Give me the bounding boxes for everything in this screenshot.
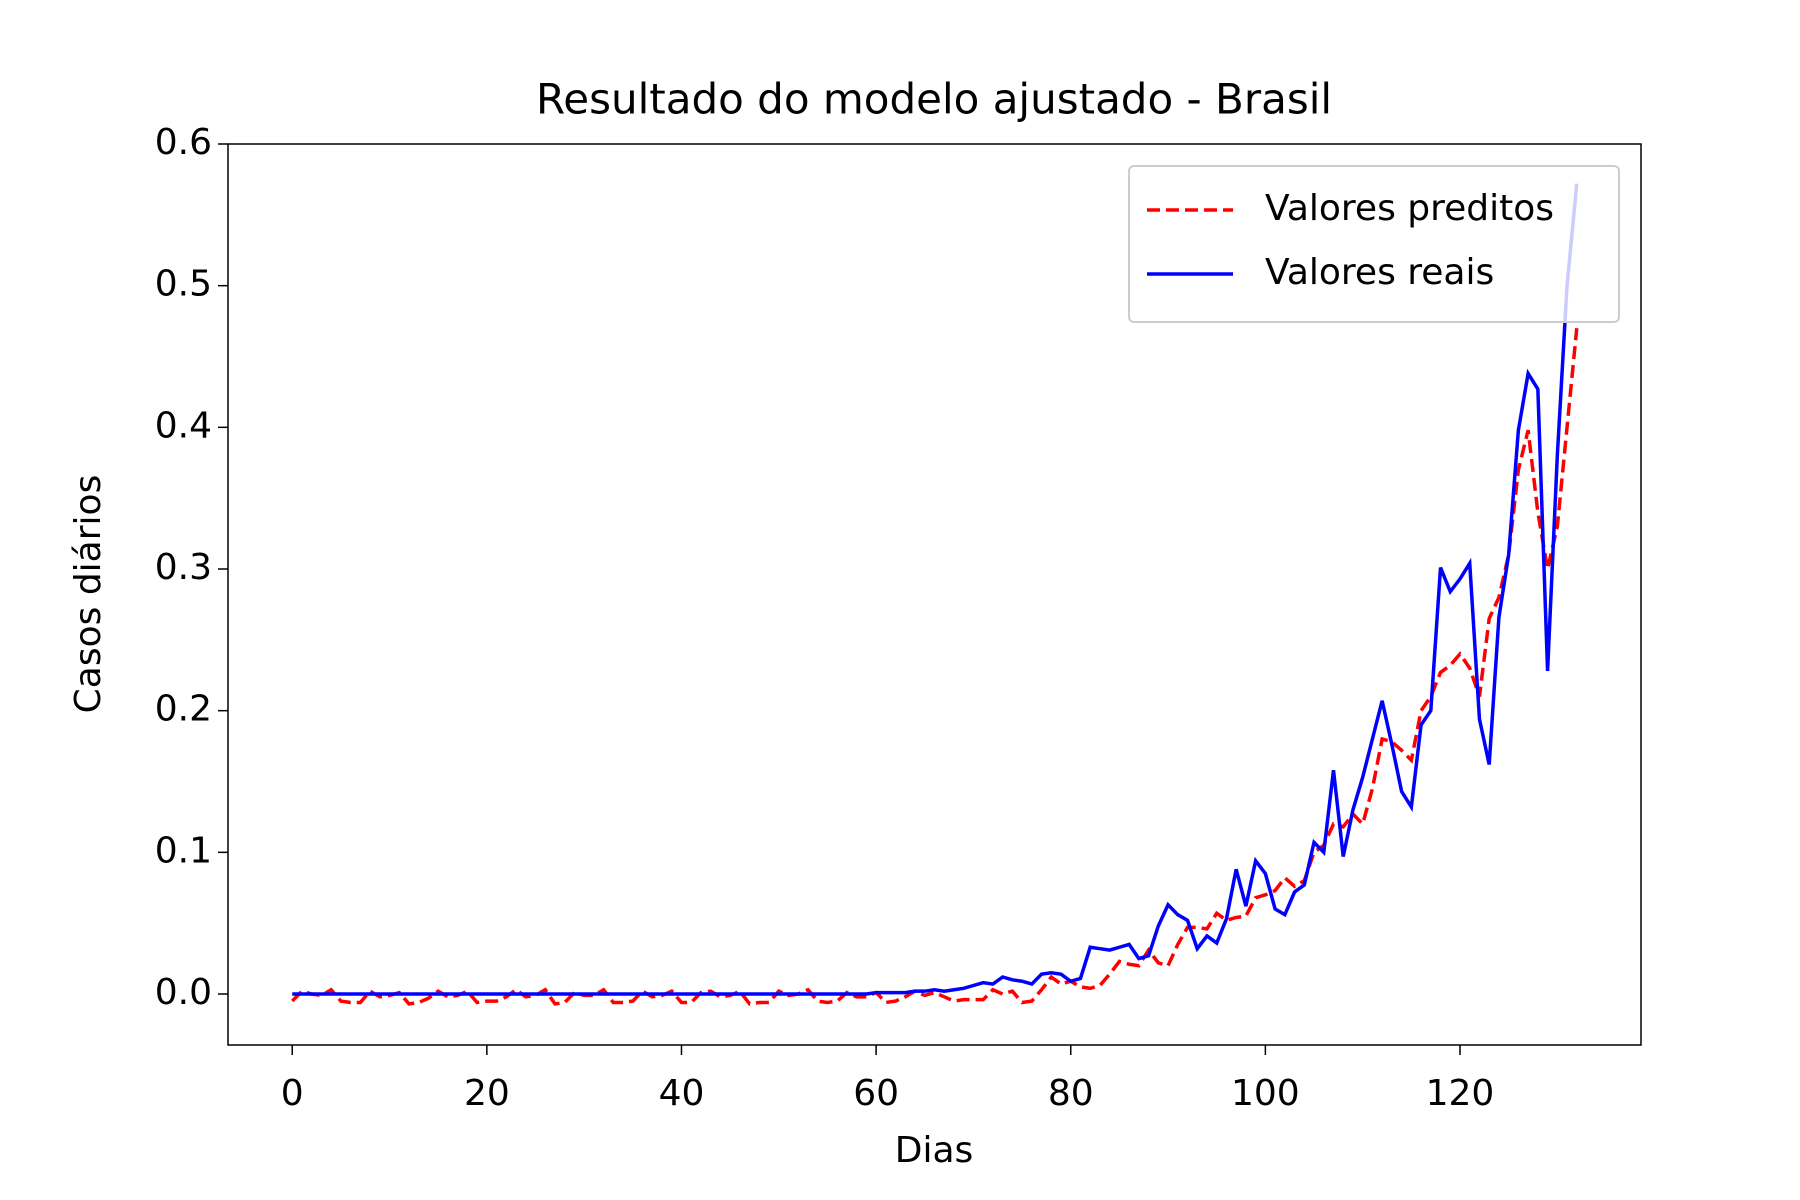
x-axis-label: Dias xyxy=(895,1130,974,1171)
y-tick-label: 0.4 xyxy=(155,405,212,446)
x-tick-label: 40 xyxy=(659,1073,705,1114)
series-line xyxy=(290,327,1579,1006)
x-tick-label: 120 xyxy=(1426,1073,1495,1114)
x-tick-label: 0 xyxy=(281,1073,304,1114)
legend-label: Valores preditos xyxy=(1265,188,1554,229)
x-tick-label: 20 xyxy=(464,1073,510,1114)
chart-title: Resultado do modelo ajustado - Brasil xyxy=(536,75,1332,124)
legend-label: Valores reais xyxy=(1265,252,1494,293)
plot-frame xyxy=(227,143,1642,1046)
series-line xyxy=(292,183,1579,996)
y-tick-label: 0.5 xyxy=(155,264,212,305)
legend-box xyxy=(1128,165,1620,323)
y-axis-label: Casos diários xyxy=(68,475,109,714)
y-tick-label: 0.2 xyxy=(155,689,212,730)
x-tick-label: 80 xyxy=(1048,1073,1094,1114)
y-tick-label: 0.6 xyxy=(155,122,212,163)
y-tick-label: 0.3 xyxy=(155,547,212,588)
y-tick-label: 0.1 xyxy=(155,830,212,871)
y-tick-label: 0.0 xyxy=(155,972,212,1013)
x-tick-label: 60 xyxy=(853,1073,899,1114)
x-tick-label: 100 xyxy=(1231,1073,1300,1114)
